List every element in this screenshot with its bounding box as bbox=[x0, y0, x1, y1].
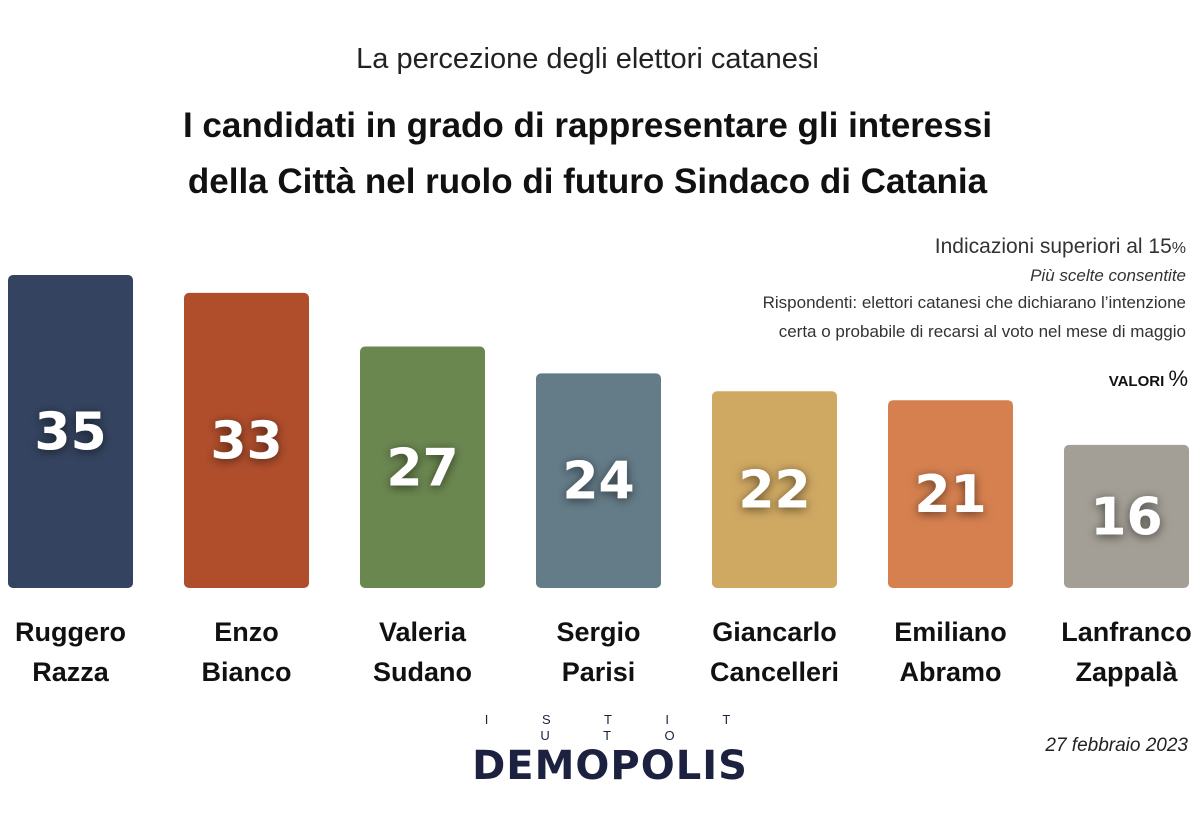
data-label: 33 bbox=[210, 411, 282, 471]
category-label-line: Parisi bbox=[561, 657, 636, 687]
logo-istituto: I S T I T U T O bbox=[484, 712, 756, 743]
category-label-line: Zappalà bbox=[1075, 657, 1178, 687]
note-threshold-pct: % bbox=[1171, 240, 1186, 257]
category-label-line: Cancelleri bbox=[709, 657, 840, 687]
category-label-line: Emiliano bbox=[894, 617, 1007, 647]
bar bbox=[536, 373, 661, 588]
title-line-1: I candidati in grado di rappresentare gl… bbox=[182, 106, 993, 145]
category-label-line: Valeria bbox=[378, 617, 467, 647]
category-label-line: Sudano bbox=[373, 657, 472, 687]
data-label: 16 bbox=[1090, 487, 1162, 547]
bar bbox=[8, 275, 133, 588]
category-label-line: Giancarlo bbox=[712, 617, 837, 647]
category-label: Enzo Bianco bbox=[159, 612, 335, 692]
data-label: 24 bbox=[562, 452, 634, 512]
category-label: Lanfranco Zappalà bbox=[1039, 612, 1200, 692]
bar bbox=[712, 391, 837, 588]
category-label: Ruggero Razza bbox=[0, 612, 159, 692]
data-label: 22 bbox=[738, 461, 810, 521]
category-label: Emiliano Abramo bbox=[863, 612, 1039, 692]
note-threshold-text: Indicazioni superiori al 15 bbox=[934, 235, 1172, 258]
values-label: VALORI bbox=[1108, 373, 1165, 390]
values-pct: % bbox=[1168, 366, 1188, 391]
category-label-line: Lanfranco bbox=[1061, 617, 1192, 647]
note-respondents-1: Rispondenti: elettori catanesi che dichi… bbox=[762, 293, 1186, 312]
bar bbox=[360, 346, 485, 588]
chart-notes: Indicazioni superiori al 15% Più scelte … bbox=[763, 234, 1186, 346]
date: 27 febbraio 2023 bbox=[1045, 735, 1188, 756]
category-label: Giancarlo Cancelleri bbox=[687, 612, 863, 692]
chart-title: I candidati in grado di rappresentare gl… bbox=[0, 98, 1175, 210]
title-line-2: della Città nel ruolo di futuro Sindaco … bbox=[187, 162, 988, 201]
bar bbox=[888, 400, 1013, 588]
note-respondents-2: certa o probabile di recarsi al voto nel… bbox=[778, 322, 1186, 341]
logo-name: DEMOPOLIS bbox=[472, 743, 748, 789]
category-label-line: Bianco bbox=[201, 657, 292, 687]
category-label: Sergio Parisi bbox=[511, 612, 687, 692]
category-label-line: Ruggero bbox=[15, 617, 126, 647]
data-label: 35 bbox=[34, 403, 106, 463]
category-label-line: Sergio bbox=[556, 617, 641, 647]
bar-chart: 35 33 27 24 22 21 16 bbox=[8, 275, 1189, 588]
category-label-line: Enzo bbox=[214, 617, 279, 647]
note-multiple: Più scelte consentite bbox=[1030, 266, 1186, 285]
category-label-line: Abramo bbox=[899, 657, 1002, 687]
chart-subtitle: La percezione degli elettori catanesi bbox=[356, 43, 819, 75]
bar bbox=[184, 292, 309, 588]
bar bbox=[1064, 444, 1189, 588]
category-label-line: Razza bbox=[32, 657, 109, 687]
demopolis-logo: I S T I T U T O DEMOPOLIS bbox=[450, 712, 770, 788]
data-label: 21 bbox=[914, 465, 986, 525]
note-threshold: Indicazioni superiori al 15% bbox=[763, 234, 1186, 262]
values-unit-label: VALORI % bbox=[1109, 366, 1188, 395]
data-label: 27 bbox=[386, 438, 458, 498]
category-label: Valeria Sudano bbox=[335, 612, 511, 692]
